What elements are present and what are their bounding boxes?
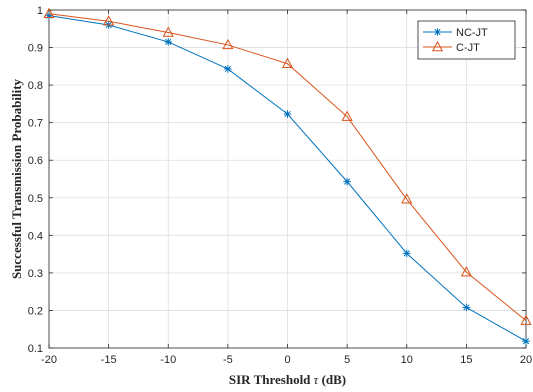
- data-point-c-jt: [520, 314, 532, 325]
- series-c-jt: [43, 7, 532, 325]
- x-tick-label: -5: [223, 354, 233, 366]
- y-tick-label: 0.8: [28, 80, 43, 92]
- data-point-c-jt: [460, 266, 472, 277]
- x-axis-label-main: SIR Threshold: [229, 372, 314, 387]
- x-tick-label: 20: [520, 354, 532, 366]
- x-axis-label: SIR Threshold τ (dB): [229, 372, 346, 387]
- x-tick-label: 5: [344, 354, 350, 366]
- data-point-c-jt: [341, 110, 353, 121]
- x-tick-label: 15: [460, 354, 472, 366]
- y-tick-label: 0.7: [28, 118, 43, 130]
- data-point-c-jt: [222, 38, 234, 50]
- data-point-nc-jt: [164, 38, 173, 46]
- data-point-c-jt: [401, 193, 413, 204]
- data-point-c-jt: [281, 57, 294, 68]
- data-point-nc-jt: [343, 177, 351, 186]
- series-nc-jt: [45, 11, 530, 346]
- x-tick-label: 10: [401, 354, 413, 366]
- legend-entry-nc-jt: NC-JT: [423, 27, 488, 39]
- axis-ticks: -20 -15 -10 -5 0 5 10 15 20 0.1 0.2 0.3 0.4 0.5 0.6 0.7…: [28, 5, 532, 366]
- y-tick-label: 0.5: [28, 193, 43, 205]
- x-tick-label: -15: [101, 354, 117, 366]
- series-line-c-jt: [48, 13, 527, 321]
- x-axis-label-symbol: τ: [314, 372, 320, 387]
- y-tick-label: 0.2: [28, 305, 43, 317]
- data-point-nc-jt: [522, 337, 530, 346]
- grid-lines: [48, 9, 527, 349]
- y-tick-label: 0.1: [28, 343, 43, 355]
- y-tick-label: 0.4: [28, 230, 43, 242]
- x-tick-label: 0: [284, 354, 290, 366]
- x-axis-label-unit: (dB): [318, 372, 346, 387]
- legend: NC-JT C-JT: [417, 20, 516, 60]
- data-point-c-jt: [103, 15, 115, 26]
- data-point-nc-jt: [283, 110, 292, 118]
- legend-marker: [431, 40, 444, 52]
- legend-entry-c-jt: C-JT: [423, 40, 480, 54]
- y-axis-label: Successful Transmission Probability: [9, 78, 24, 279]
- data-point-nc-jt: [402, 249, 411, 258]
- data-point-c-jt: [162, 26, 174, 37]
- data-point-nc-jt: [224, 65, 232, 73]
- series-layer: [43, 7, 532, 346]
- x-tick-label: -20: [41, 354, 57, 366]
- data-point-nc-jt: [462, 303, 471, 312]
- y-tick-label: 0.3: [28, 268, 43, 280]
- y-tick-label: 1: [37, 5, 43, 17]
- legend-label: NC-JT: [456, 27, 488, 39]
- legend-box: [417, 20, 516, 60]
- data-point-c-jt: [43, 7, 55, 19]
- legend-marker: [433, 28, 442, 36]
- y-tick-label: 0.6: [28, 155, 43, 167]
- x-tick-label: -10: [160, 354, 176, 366]
- y-tick-label: 0.9: [28, 43, 43, 55]
- legend-label: C-JT: [456, 42, 480, 54]
